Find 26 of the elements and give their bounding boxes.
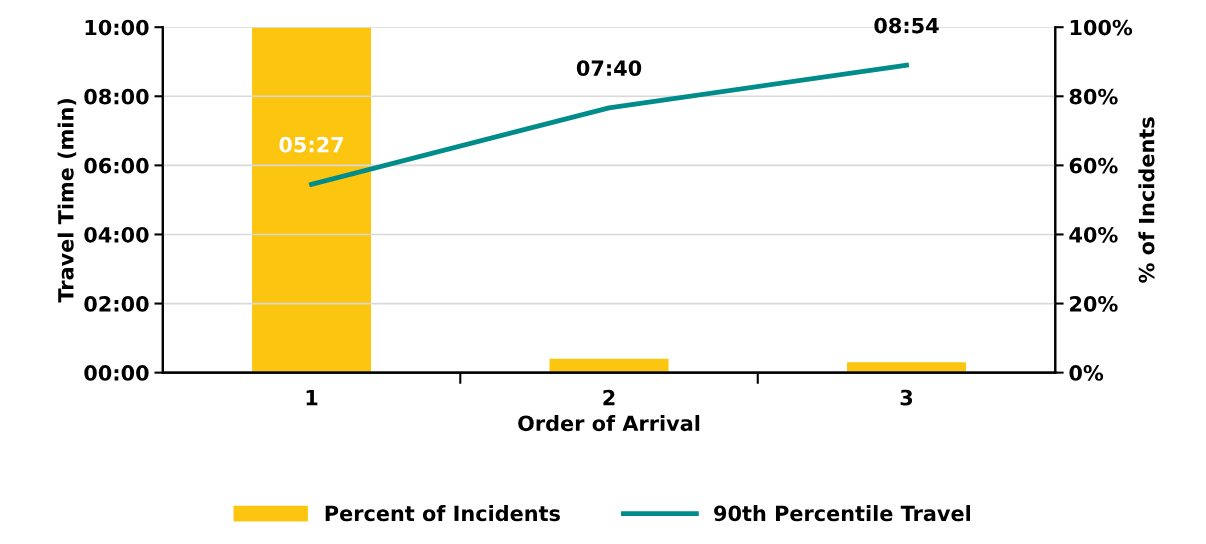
y2-tick-label: 60% xyxy=(1069,157,1118,174)
y2-tick-label: 80% xyxy=(1069,88,1118,105)
y2-tick-label: 100% xyxy=(1070,19,1133,36)
legend-label: 90th Percentile Travel xyxy=(714,505,971,522)
y-axis-title: Travel Time (min) xyxy=(57,98,77,303)
bar xyxy=(252,27,372,373)
data-label: 07:40 xyxy=(576,60,642,76)
data-label: 05:27 xyxy=(279,136,344,153)
y-tick-label: 02:00 xyxy=(84,296,149,312)
y-tick-label: 04:00 xyxy=(84,226,149,243)
data-label: 08:54 xyxy=(874,17,939,34)
x-tick-label: 3 xyxy=(900,389,913,406)
y-tick-label: 10:00 xyxy=(85,19,149,36)
y-tick-label: 06:00 xyxy=(84,157,149,174)
y2-tick-label: 0% xyxy=(1069,365,1104,381)
bar xyxy=(847,362,967,373)
bar xyxy=(549,358,669,373)
y2-tick-label: 40% xyxy=(1069,226,1118,243)
x-tick-label: 1 xyxy=(306,389,318,406)
x-axis-title: Order of Arrival xyxy=(518,415,700,432)
y2-axis-title: % of Incidents xyxy=(1138,117,1155,283)
legend-label: Percent of Incidents xyxy=(325,505,560,522)
y2-tick-label: 20% xyxy=(1070,296,1118,312)
y-tick-label: 08:00 xyxy=(84,88,149,105)
x-tick-label: 2 xyxy=(603,389,615,406)
y-tick-label: 00:00 xyxy=(84,365,149,381)
